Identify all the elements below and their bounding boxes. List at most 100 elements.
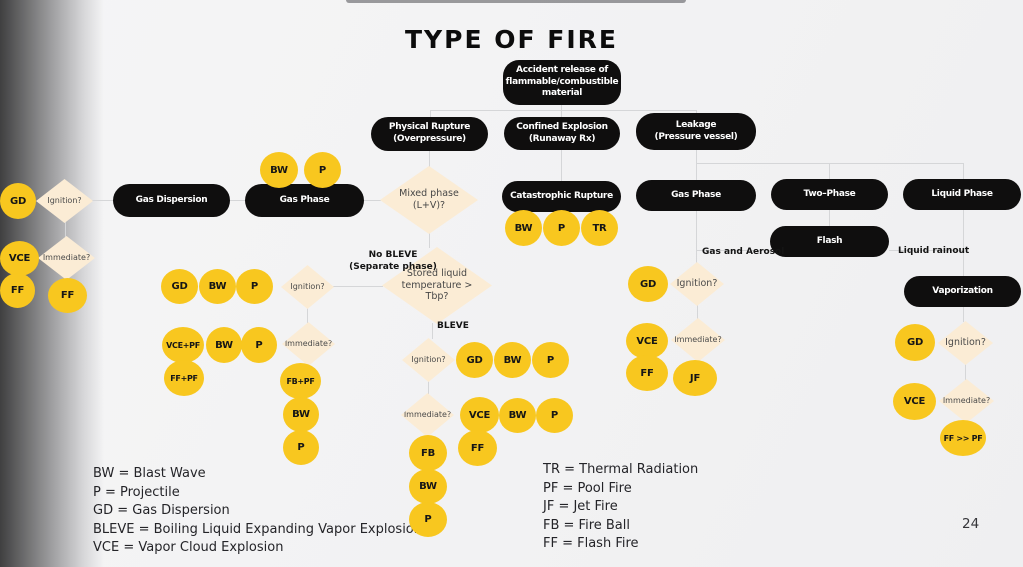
legend-item: PF = Pool Fire [543, 480, 632, 496]
outcome-jf: JF [673, 360, 717, 396]
outcome-p: P [532, 342, 569, 378]
legend-right: TR = Thermal Radiation PF = Pool Fire JF… [543, 461, 698, 554]
legend-item: FB = Fire Ball [543, 517, 630, 533]
outcome-gd: GD [161, 269, 198, 304]
node-confined-explosion: Confined Explosion (Runaway Rx) [504, 117, 620, 150]
outcome-vce: VCE [0, 241, 39, 276]
outcome-vce: VCE [626, 323, 668, 359]
connector-line [696, 163, 697, 181]
connector-line [432, 323, 433, 339]
outcome-bw: BW [494, 342, 531, 378]
outcome-bw: BW [260, 152, 298, 188]
legend-item: VCE = Vapor Cloud Explosion [93, 540, 284, 556]
outcome-vce-pf: VCE+PF [162, 327, 204, 363]
outcome-p: P [241, 327, 277, 363]
outcome-bw: BW [499, 398, 536, 433]
connector-line [696, 110, 697, 114]
connector-line [307, 308, 308, 323]
connector-line [65, 222, 66, 237]
connector-line [428, 381, 429, 394]
connector-line [829, 210, 830, 227]
node-two-phase: Two–Phase [771, 179, 888, 210]
outcome-fb-pf: FB+PF [280, 363, 321, 399]
outcome-ff-pf-dominant: FF >> PF [940, 420, 986, 456]
node-gas-dispersion: Gas Dispersion [113, 184, 230, 217]
edge-label-liquid-rainout: Liquid rainout [898, 246, 970, 256]
outcome-bw: BW [206, 327, 242, 363]
legend-item: FF = Flash Fire [543, 536, 639, 552]
outcome-vce: VCE [893, 383, 936, 420]
node-leakage: Leakage (Pressure vessel) [636, 113, 756, 150]
connector-line [889, 250, 963, 251]
connector-line [696, 163, 964, 164]
outcome-ff: FF [626, 355, 668, 391]
outcome-p: P [543, 210, 580, 246]
outcome-bw: BW [409, 469, 447, 504]
connector-line [333, 286, 383, 287]
legend-item: BLEVE = Boiling Liquid Expanding Vapor E… [93, 521, 422, 537]
node-gas-phase-left: Gas Phase [245, 184, 364, 217]
outcome-ff: FF [48, 278, 87, 313]
connector-line [561, 110, 562, 118]
decision-mixed-phase: Mixed phase (L+V)? [380, 166, 478, 234]
connector-line [963, 307, 964, 322]
edge-label-bleve: BLEVE [437, 321, 469, 331]
outcome-p: P [409, 502, 447, 537]
outcome-gd: GD [0, 183, 36, 219]
connector-line [364, 200, 381, 201]
connector-line [829, 163, 830, 180]
legend-left: BW = Blast Wave P = Projectile GD = Gas … [93, 465, 422, 558]
node-accident-release: Accident release of flammable/combustibl… [503, 60, 621, 105]
legend-item: TR = Thermal Radiation [543, 462, 699, 477]
legend-item: GD = Gas Dispersion [93, 503, 230, 519]
connector-line [429, 150, 430, 167]
outcome-p: P [283, 430, 319, 465]
connector-line [561, 105, 562, 111]
outcome-ff-pf: FF+PF [164, 360, 204, 396]
node-vaporization: Vaporization [904, 276, 1021, 307]
connector-line [963, 163, 964, 180]
outcome-tr: TR [581, 210, 618, 246]
connector-line [963, 210, 964, 276]
connector-line [90, 200, 114, 201]
outcome-gd: GD [628, 266, 668, 302]
connector-line [430, 110, 697, 111]
legend-item: JF = Jet Fire [543, 499, 618, 515]
outcome-ff: FF [458, 430, 497, 466]
outcome-bw: BW [199, 269, 236, 304]
decision-immediate-bleve: Immediate? [401, 393, 454, 437]
outcome-gd: GD [895, 324, 935, 361]
connector-line [429, 233, 430, 248]
node-physical-rupture: Physical Rupture (Overpressure) [371, 117, 488, 151]
edge-label-gas-and-aerosol: Gas and Aerosol [702, 247, 785, 257]
node-liquid-phase: Liquid Phase [903, 179, 1021, 210]
outcome-bw: BW [283, 397, 319, 432]
edge-label-no-bleve: No BLEVE (Separate phase) [349, 250, 437, 272]
decision-ignition-bleve: Ignition? [402, 338, 455, 382]
outcome-gd: GD [456, 342, 493, 378]
connector-line [696, 149, 697, 164]
connector-line [230, 200, 246, 201]
legend-item: BW = Blast Wave [93, 466, 206, 481]
decision-immediate-separate-phase: Immediate? [282, 322, 335, 366]
connector-line [561, 149, 562, 181]
decision-ignition-gas-aerosol: Ignition? [670, 262, 724, 306]
outcome-p: P [236, 269, 273, 304]
decision-immediate-vaporization: Immediate? [939, 379, 994, 423]
outcome-bw: BW [505, 210, 542, 246]
decision-ignition-separate-phase: Ignition? [281, 265, 334, 309]
connector-line [430, 110, 431, 118]
node-catastrophic-rupture: Catastrophic Rupture [502, 181, 621, 212]
page-title: TYPE OF FIRE [404, 25, 618, 54]
outcome-ff: FF [0, 273, 35, 308]
page-number: 24 [962, 516, 980, 532]
connector-line [697, 250, 770, 251]
node-gas-phase-right: Gas Phase [636, 180, 756, 211]
connector-line [696, 211, 697, 263]
connector-line [965, 364, 966, 380]
connector-line [697, 305, 698, 319]
outcome-fb: FB [409, 435, 447, 471]
legend-item: P = Projectile [93, 484, 180, 500]
decision-immediate-gas-aerosol: Immediate? [671, 318, 725, 362]
